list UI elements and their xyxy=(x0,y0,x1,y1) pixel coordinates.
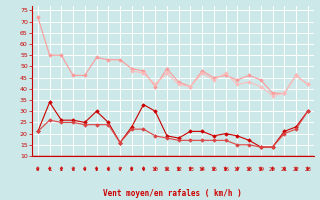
Text: Vent moyen/en rafales ( km/h ): Vent moyen/en rafales ( km/h ) xyxy=(103,189,242,198)
